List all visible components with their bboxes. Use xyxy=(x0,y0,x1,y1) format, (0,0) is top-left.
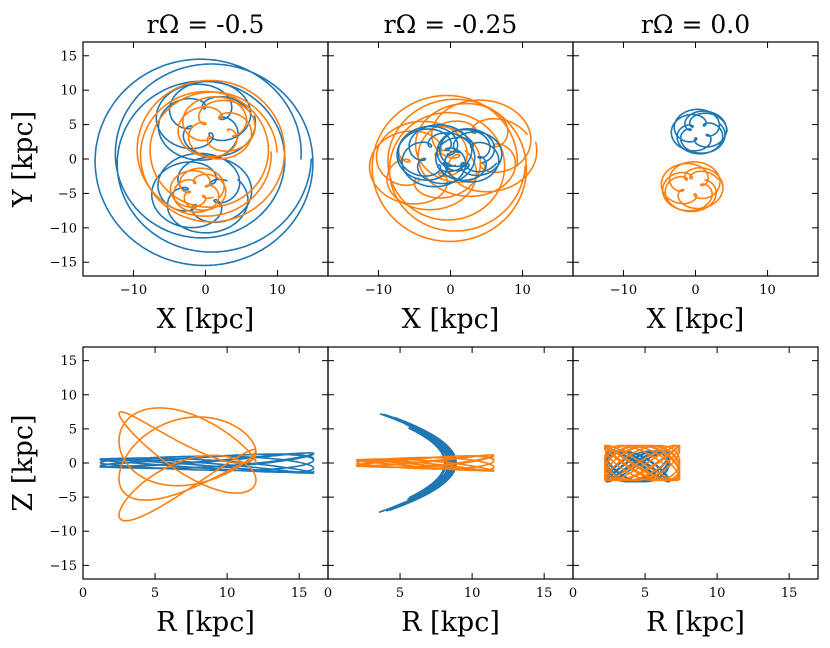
x-tick-label: 10 xyxy=(759,283,776,298)
x-axis-label: R [kpc] xyxy=(156,607,255,638)
y-tick-label: 0 xyxy=(69,457,77,472)
orbit-series xyxy=(368,120,482,211)
y-tick-label: 0 xyxy=(69,153,77,168)
y-tick-label: −5 xyxy=(58,187,77,202)
x-tick-label: 10 xyxy=(269,283,286,298)
panel-2: −10 0 10 rΩ = -0.25 X [kpc] xyxy=(327,10,574,335)
x-axis-label: R [kpc] xyxy=(646,607,745,638)
x-tick-label: 10 xyxy=(709,586,726,601)
x-axis-label: X [kpc] xyxy=(402,304,500,335)
orbit-group xyxy=(99,407,315,522)
orbit-series xyxy=(136,79,286,223)
x-tick-label: 15 xyxy=(536,586,553,601)
orbit-series xyxy=(396,124,476,188)
panel-4: 0 5 10 15 15 10 5 0 −5 −10 −15 R [kpc] Z [kpc] xyxy=(8,346,329,638)
x-tick-label: 15 xyxy=(781,586,798,601)
y-tick-label: 10 xyxy=(60,84,77,99)
orbit-group xyxy=(368,94,538,243)
x-tick-label: −10 xyxy=(610,283,637,298)
orbit-series xyxy=(670,108,728,155)
orbit-series xyxy=(118,407,257,522)
x-tick-label: 0 xyxy=(324,586,332,601)
y-axis-label: Z [kpc] xyxy=(8,414,39,511)
orbit-series xyxy=(155,80,257,161)
orbit-series xyxy=(94,58,314,267)
y-tick-label: −10 xyxy=(50,525,77,540)
x-tick-label: −10 xyxy=(365,283,392,298)
x-tick-label: 0 xyxy=(201,283,209,298)
y-tick-label: 10 xyxy=(60,388,77,403)
y-tick-label: −10 xyxy=(50,221,77,236)
x-tick-label: 0 xyxy=(569,586,577,601)
orbit-group xyxy=(356,413,495,513)
orbit-series xyxy=(169,167,227,213)
x-tick-label: 5 xyxy=(396,586,404,601)
axes-frame xyxy=(82,41,329,277)
y-tick-label: −5 xyxy=(58,491,77,506)
panel-3: −10 0 10 rΩ = 0.0 X [kpc] xyxy=(572,10,819,335)
orbit-series xyxy=(603,444,681,482)
x-tick-label: 0 xyxy=(691,283,699,298)
x-axis-label: X [kpc] xyxy=(157,304,255,335)
orbit-group xyxy=(660,108,728,213)
panel-title: rΩ = -0.5 xyxy=(147,10,265,39)
x-tick-label: 0 xyxy=(79,586,87,601)
x-tick-label: 10 xyxy=(464,586,481,601)
y-tick-label: 5 xyxy=(69,118,77,133)
orbit-series xyxy=(356,454,495,472)
panel-6: 0 5 10 15 R [kpc] xyxy=(569,346,819,638)
orbit-group xyxy=(603,444,681,483)
orbit-series xyxy=(660,161,724,213)
x-tick-label: 10 xyxy=(219,586,236,601)
x-tick-label: 10 xyxy=(514,283,531,298)
orbit-series xyxy=(99,452,315,474)
panel-1: −10 0 10 15 10 5 0 −5 −10 −15 rΩ = -0.5 X [kpc] Y [k… xyxy=(8,10,329,335)
y-tick-label: −15 xyxy=(50,256,77,271)
orbit-series xyxy=(371,94,528,243)
x-tick-label: 5 xyxy=(641,586,649,601)
y-tick-label: 15 xyxy=(60,49,77,64)
panel-5: 0 5 10 15 R [kpc] xyxy=(324,346,574,638)
x-tick-label: 5 xyxy=(151,586,159,601)
x-tick-label: 15 xyxy=(291,586,308,601)
y-axis-label: Y [kpc] xyxy=(8,111,39,208)
x-tick-label: −10 xyxy=(120,283,147,298)
axes-frame xyxy=(572,41,819,277)
x-axis-label: R [kpc] xyxy=(401,607,500,638)
x-tick-label: 0 xyxy=(446,283,454,298)
orbit-group xyxy=(94,58,314,267)
y-tick-label: −15 xyxy=(50,559,77,574)
x-axis-label: X [kpc] xyxy=(647,304,745,335)
panel-title: rΩ = 0.0 xyxy=(641,10,750,39)
orbit-series xyxy=(177,96,256,160)
panel-title: rΩ = -0.25 xyxy=(384,10,518,39)
orbit-series xyxy=(435,128,503,183)
y-tick-label: 15 xyxy=(60,354,77,369)
y-tick-label: 5 xyxy=(69,422,77,437)
